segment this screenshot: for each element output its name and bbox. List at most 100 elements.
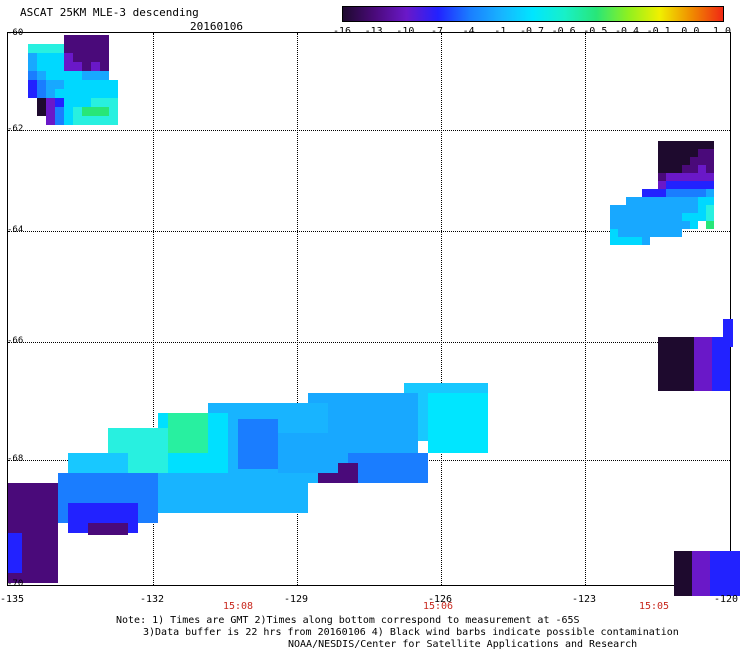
swath-cell (674, 205, 682, 213)
swath-cell (73, 35, 82, 44)
swath-cell (642, 237, 650, 245)
swath-cell (706, 213, 714, 221)
swath-cell (690, 221, 698, 229)
swath-cell (701, 551, 710, 560)
swath-cell (642, 197, 650, 205)
swath-cell (100, 89, 109, 98)
colorbar-tick-label: -10 (396, 26, 414, 37)
swath-cell (634, 237, 642, 245)
swath-cell (706, 197, 714, 205)
swath-cell (666, 173, 674, 181)
swath-cell (667, 373, 676, 382)
swath-cell (82, 98, 91, 107)
swath-cell (694, 382, 703, 391)
swath-cell (88, 523, 128, 535)
swath-cell (674, 165, 682, 173)
swath-cell (698, 173, 706, 181)
swath-cell (721, 355, 730, 364)
swath-cell (710, 587, 719, 596)
swath-cell (666, 157, 674, 165)
swath-cell (28, 71, 37, 80)
gridline-lat (8, 130, 730, 131)
swath-cell (692, 551, 701, 560)
swath-cell (683, 587, 692, 596)
swath-cell (683, 578, 692, 587)
swath-cell (719, 560, 728, 569)
swath-cell (642, 213, 650, 221)
swath-cell (100, 116, 109, 125)
swath-cell (682, 221, 690, 229)
swath-cell (28, 44, 37, 53)
swath-cell (683, 569, 692, 578)
swath-cell (674, 569, 683, 578)
swath-cell (73, 53, 82, 62)
swath-cell (706, 221, 714, 229)
swath-cell (674, 149, 682, 157)
swath-cell (703, 337, 712, 346)
swath-cell (658, 141, 666, 149)
swath-cell (46, 98, 55, 107)
map-title: ASCAT 25KM MLE-3 descending (20, 6, 199, 19)
colorbar-tick-label: -0.4 (615, 26, 639, 37)
swath-cell (674, 181, 682, 189)
swath-cell (91, 62, 100, 71)
swath-cell (712, 355, 721, 364)
swath-cell (100, 62, 109, 71)
swath-cell (698, 141, 706, 149)
swath-cell (666, 205, 674, 213)
swath-cell (91, 89, 100, 98)
swath-cell (46, 107, 55, 116)
swath-cell (667, 355, 676, 364)
swath-cell (685, 346, 694, 355)
swath-cell (37, 53, 46, 62)
swath-cell (676, 337, 685, 346)
gridline-lon (585, 33, 586, 585)
swath-cell (642, 205, 650, 213)
lat-label: -66 (7, 336, 24, 346)
swath-cell (28, 80, 37, 89)
gridline-lon (297, 33, 298, 585)
swath-cell (674, 141, 682, 149)
swath-cell (690, 189, 698, 197)
swath-cell (626, 221, 634, 229)
swath-cell (666, 189, 674, 197)
swath-cell (82, 62, 91, 71)
swath-cell (737, 569, 740, 578)
swath-cell (610, 221, 618, 229)
swath-cell (676, 373, 685, 382)
swath-cell (694, 346, 703, 355)
colorbar-tick-label: -4 (463, 26, 475, 37)
lon-label: -132 (139, 594, 165, 605)
swath-cell (55, 98, 64, 107)
lat-label: -62 (7, 124, 24, 134)
swath-cell (674, 173, 682, 181)
swath-cell (694, 364, 703, 373)
time-label: 15:08 (222, 601, 254, 612)
swath-cell (91, 107, 100, 116)
swath-cell (64, 107, 73, 116)
swath-cell (721, 373, 730, 382)
swath-cell (64, 35, 73, 44)
swath-cell (64, 44, 73, 53)
swath-cell (710, 569, 719, 578)
swath-cell (348, 453, 428, 483)
swath-cell (642, 221, 650, 229)
swath-cell (710, 560, 719, 569)
swath-cell (737, 587, 740, 596)
swath-cell (100, 80, 109, 89)
swath-cell (8, 533, 22, 573)
swath-cell (64, 71, 73, 80)
swath-cell (698, 189, 706, 197)
lat-label: -70 (7, 579, 24, 589)
swath-cell (37, 71, 46, 80)
swath-cell (690, 173, 698, 181)
swath-cell (698, 197, 706, 205)
swath-cell (100, 107, 109, 116)
lat-label: -60 (7, 28, 24, 38)
swath-cell (692, 578, 701, 587)
swath-cell (618, 229, 626, 237)
swath-cell (701, 569, 710, 578)
swath-cell (703, 346, 712, 355)
time-label: 15:05 (638, 601, 670, 612)
swath-cell (692, 560, 701, 569)
